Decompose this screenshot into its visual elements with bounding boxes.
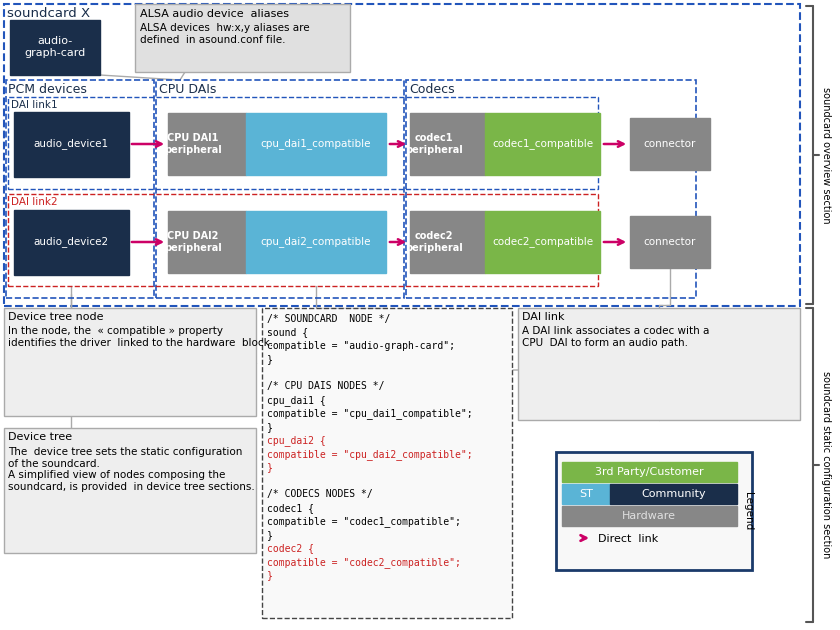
Text: CPU DAIs: CPU DAIs xyxy=(159,83,217,96)
Bar xyxy=(8,97,598,189)
Text: compatible = "cpu_dai2_compatible";: compatible = "cpu_dai2_compatible"; xyxy=(267,449,473,460)
Bar xyxy=(4,308,256,416)
Bar xyxy=(6,80,154,298)
Bar xyxy=(262,308,512,618)
Text: A DAI link associates a codec with a
CPU  DAI to form an audio path.: A DAI link associates a codec with a CPU… xyxy=(522,326,709,348)
Text: codec2 {: codec2 { xyxy=(267,544,314,554)
Bar xyxy=(485,113,600,175)
Text: DAI link2: DAI link2 xyxy=(11,197,58,207)
Text: connector: connector xyxy=(643,139,696,149)
Text: ALSA devices  hw:x,y aliases are
defined  in asound.conf file.: ALSA devices hw:x,y aliases are defined … xyxy=(140,23,310,45)
Text: The  device tree sets the static configuration
of the soundcard.
A simplified vi: The device tree sets the static configur… xyxy=(8,447,255,492)
Text: PCM devices: PCM devices xyxy=(8,83,87,96)
Text: audio_device2: audio_device2 xyxy=(34,236,108,248)
Text: /* CODECS NODES */: /* CODECS NODES */ xyxy=(267,490,373,500)
Bar xyxy=(410,211,485,273)
Bar xyxy=(485,211,600,273)
Text: }: } xyxy=(267,462,273,472)
Text: }: } xyxy=(267,571,273,580)
Text: codec1_compatible: codec1_compatible xyxy=(492,139,594,149)
Text: CPU DAI1
peripheral: CPU DAI1 peripheral xyxy=(164,133,222,155)
Bar xyxy=(246,113,386,175)
Text: connector: connector xyxy=(643,237,696,247)
Text: cpu_dai2 {: cpu_dai2 { xyxy=(267,435,326,447)
Text: ST: ST xyxy=(579,489,593,499)
Text: compatible = "audio-graph-card";: compatible = "audio-graph-card"; xyxy=(267,341,455,351)
Text: cpu_dai1_compatible: cpu_dai1_compatible xyxy=(260,139,371,149)
Text: In the node, the  « compatible » property
identifies the driver  linked to the h: In the node, the « compatible » property… xyxy=(8,326,273,348)
Bar xyxy=(562,506,737,526)
Bar xyxy=(406,80,696,298)
Text: compatible = "codec2_compatible";: compatible = "codec2_compatible"; xyxy=(267,557,461,568)
Text: DAI link: DAI link xyxy=(522,312,564,322)
Text: Hardware: Hardware xyxy=(622,511,676,521)
Bar xyxy=(10,20,100,75)
Bar xyxy=(562,484,610,504)
Text: soundcard overview section: soundcard overview section xyxy=(821,87,831,223)
Bar xyxy=(156,80,404,298)
Text: Codecs: Codecs xyxy=(409,83,454,96)
Text: codec2
peripheral: codec2 peripheral xyxy=(405,231,463,253)
Bar xyxy=(518,308,800,420)
Text: codec1 {: codec1 { xyxy=(267,503,314,513)
Bar xyxy=(410,113,485,175)
Text: cpu_dai2_compatible: cpu_dai2_compatible xyxy=(260,236,371,248)
Text: compatible = "codec1_compatible";: compatible = "codec1_compatible"; xyxy=(267,517,461,527)
Text: 3rd Party/Customer: 3rd Party/Customer xyxy=(595,467,703,477)
Bar xyxy=(610,484,737,504)
Bar xyxy=(630,118,710,170)
Text: cpu_dai1 {: cpu_dai1 { xyxy=(267,395,326,406)
Text: ALSA audio device  aliases: ALSA audio device aliases xyxy=(140,9,289,19)
Text: Legend: Legend xyxy=(743,492,753,530)
Text: }: } xyxy=(267,422,273,432)
Bar xyxy=(14,112,129,177)
Text: CPU DAI2
peripheral: CPU DAI2 peripheral xyxy=(164,231,222,253)
Text: /* SOUNDCARD  NODE */: /* SOUNDCARD NODE */ xyxy=(267,314,391,324)
Text: audio_device1: audio_device1 xyxy=(34,139,108,149)
Text: audio-
graph-card: audio- graph-card xyxy=(24,36,86,58)
Text: codec2_compatible: codec2_compatible xyxy=(492,236,594,248)
Text: soundcard static configuration section: soundcard static configuration section xyxy=(821,371,831,559)
Bar xyxy=(556,452,752,570)
Text: sound {: sound { xyxy=(267,328,308,338)
Bar xyxy=(8,194,598,286)
Bar xyxy=(4,4,800,306)
Bar xyxy=(246,211,386,273)
Text: Community: Community xyxy=(642,489,706,499)
Bar xyxy=(14,210,129,275)
Text: codec1
peripheral: codec1 peripheral xyxy=(405,133,463,155)
Text: DAI link1: DAI link1 xyxy=(11,100,58,110)
Text: /* CPU DAIS NODES */: /* CPU DAIS NODES */ xyxy=(267,382,385,391)
Text: compatible = "cpu_dai1_compatible";: compatible = "cpu_dai1_compatible"; xyxy=(267,408,473,420)
Text: Device tree node: Device tree node xyxy=(8,312,103,322)
Text: }: } xyxy=(267,530,273,540)
Text: Direct  link: Direct link xyxy=(598,534,659,544)
Bar xyxy=(135,4,350,72)
Text: }: } xyxy=(267,355,273,365)
Bar xyxy=(562,462,737,482)
Text: soundcard X: soundcard X xyxy=(7,7,90,20)
Bar xyxy=(4,428,256,553)
Text: Device tree: Device tree xyxy=(8,432,72,442)
Bar xyxy=(168,113,246,175)
Bar xyxy=(630,216,710,268)
Bar xyxy=(168,211,246,273)
